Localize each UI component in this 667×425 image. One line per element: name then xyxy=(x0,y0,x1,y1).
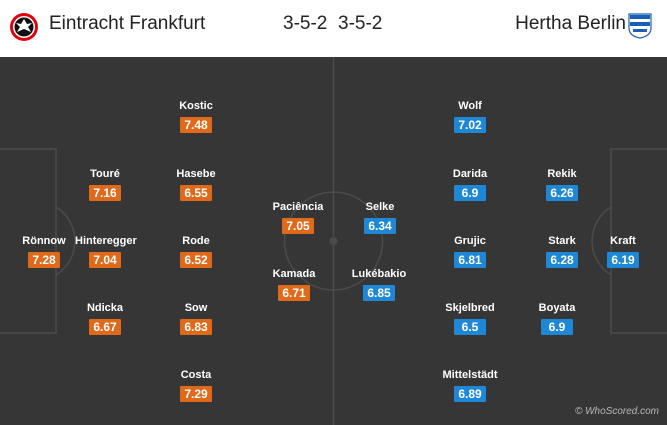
away-formation: 3-5-2 xyxy=(338,13,383,34)
home-player-hinteregger[interactable]: Hinteregger 7.04 xyxy=(75,235,137,269)
away-player-mittelstadt[interactable]: Mittelstädt 6.89 xyxy=(440,369,500,403)
away-player-grujic[interactable]: Grujic 6.81 xyxy=(440,235,500,269)
player-name: Mittelstädt xyxy=(442,369,498,381)
away-player-wolf[interactable]: Wolf 7.02 xyxy=(440,100,500,134)
home-formation: 3-5-2 xyxy=(283,13,328,34)
home-player-hasebe[interactable]: Hasebe 6.55 xyxy=(166,168,226,202)
player-rating: 6.19 xyxy=(607,252,639,268)
player-name: Kraft xyxy=(610,235,636,247)
player-name: Selke xyxy=(365,201,395,213)
player-rating: 6.89 xyxy=(454,386,486,402)
player-name: Rode xyxy=(182,235,210,247)
home-player-costa[interactable]: Costa 7.29 xyxy=(166,369,226,403)
player-rating: 6.55 xyxy=(180,185,212,201)
away-team-name: Hertha Berlin xyxy=(515,13,626,34)
player-rating: 6.52 xyxy=(180,252,212,268)
away-player-skjelbred[interactable]: Skjelbred 6.5 xyxy=(440,302,500,336)
away-player-lukebakio[interactable]: Lukébakio 6.85 xyxy=(349,268,409,302)
player-name: Darida xyxy=(452,168,488,180)
player-rating: 6.5 xyxy=(454,319,486,335)
player-rating: 6.85 xyxy=(363,285,395,301)
player-name: Skjelbred xyxy=(445,302,495,314)
player-rating: 6.26 xyxy=(546,185,578,201)
pitch: Rönnow 7.28 Touré 7.16 Hinteregger 7.04 … xyxy=(0,57,667,425)
player-name: Kostic xyxy=(179,100,213,112)
away-player-selke[interactable]: Selke 6.34 xyxy=(350,201,410,235)
away-player-kraft[interactable]: Kraft 6.19 xyxy=(593,235,653,269)
eintracht-frankfurt-crest-icon xyxy=(10,13,38,41)
home-player-paciencia[interactable]: Paciência 7.05 xyxy=(268,201,328,235)
player-name: Sow xyxy=(184,302,208,314)
player-rating: 6.67 xyxy=(89,319,121,335)
away-player-darida[interactable]: Darida 6.9 xyxy=(440,168,500,202)
player-name: Hasebe xyxy=(176,168,216,180)
home-player-ronnow[interactable]: Rönnow 7.28 xyxy=(14,235,74,269)
player-name: Ndicka xyxy=(86,302,124,314)
player-name: Rekik xyxy=(547,168,577,180)
home-player-toure[interactable]: Touré 7.16 xyxy=(75,168,135,202)
player-name: Rönnow xyxy=(22,235,66,247)
player-rating: 6.71 xyxy=(278,285,310,301)
home-player-sow[interactable]: Sow 6.83 xyxy=(166,302,226,336)
home-player-ndicka[interactable]: Ndicka 6.67 xyxy=(75,302,135,336)
away-player-stark[interactable]: Stark 6.28 xyxy=(532,235,592,269)
player-name: Hinteregger xyxy=(75,235,137,247)
player-rating: 6.34 xyxy=(364,218,396,234)
player-name: Grujic xyxy=(454,235,486,247)
home-player-kostic[interactable]: Kostic 7.48 xyxy=(166,100,226,134)
player-name: Costa xyxy=(180,369,212,381)
whoscored-watermark: © WhoScored.com xyxy=(574,406,659,417)
player-name: Kamada xyxy=(272,268,316,280)
player-name: Boyata xyxy=(538,302,576,314)
player-name: Touré xyxy=(90,168,120,180)
home-player-rode[interactable]: Rode 6.52 xyxy=(166,235,226,269)
player-rating: 7.16 xyxy=(89,185,121,201)
home-player-kamada[interactable]: Kamada 6.71 xyxy=(264,268,324,302)
player-rating: 6.83 xyxy=(180,319,212,335)
player-rating: 7.28 xyxy=(28,252,60,268)
player-rating: 7.29 xyxy=(180,386,212,402)
player-name: Stark xyxy=(548,235,576,247)
player-rating: 6.9 xyxy=(454,185,486,201)
away-player-rekik[interactable]: Rekik 6.26 xyxy=(532,168,592,202)
player-rating: 7.05 xyxy=(282,218,314,234)
player-rating: 6.81 xyxy=(454,252,486,268)
pitch-markings xyxy=(0,57,667,425)
player-rating: 6.28 xyxy=(546,252,578,268)
match-header: Eintracht Frankfurt 3-5-2 3-5-2 Hertha B… xyxy=(0,0,667,57)
player-name: Paciência xyxy=(272,201,324,213)
player-name: Lukébakio xyxy=(351,268,407,280)
player-rating: 7.04 xyxy=(89,252,121,268)
player-rating: 7.48 xyxy=(180,117,212,133)
player-rating: 6.9 xyxy=(541,319,573,335)
hertha-berlin-crest-icon xyxy=(628,13,652,39)
home-team-name: Eintracht Frankfurt xyxy=(49,13,206,34)
away-player-boyata[interactable]: Boyata 6.9 xyxy=(527,302,587,336)
player-name: Wolf xyxy=(458,100,482,112)
player-rating: 7.02 xyxy=(454,117,486,133)
